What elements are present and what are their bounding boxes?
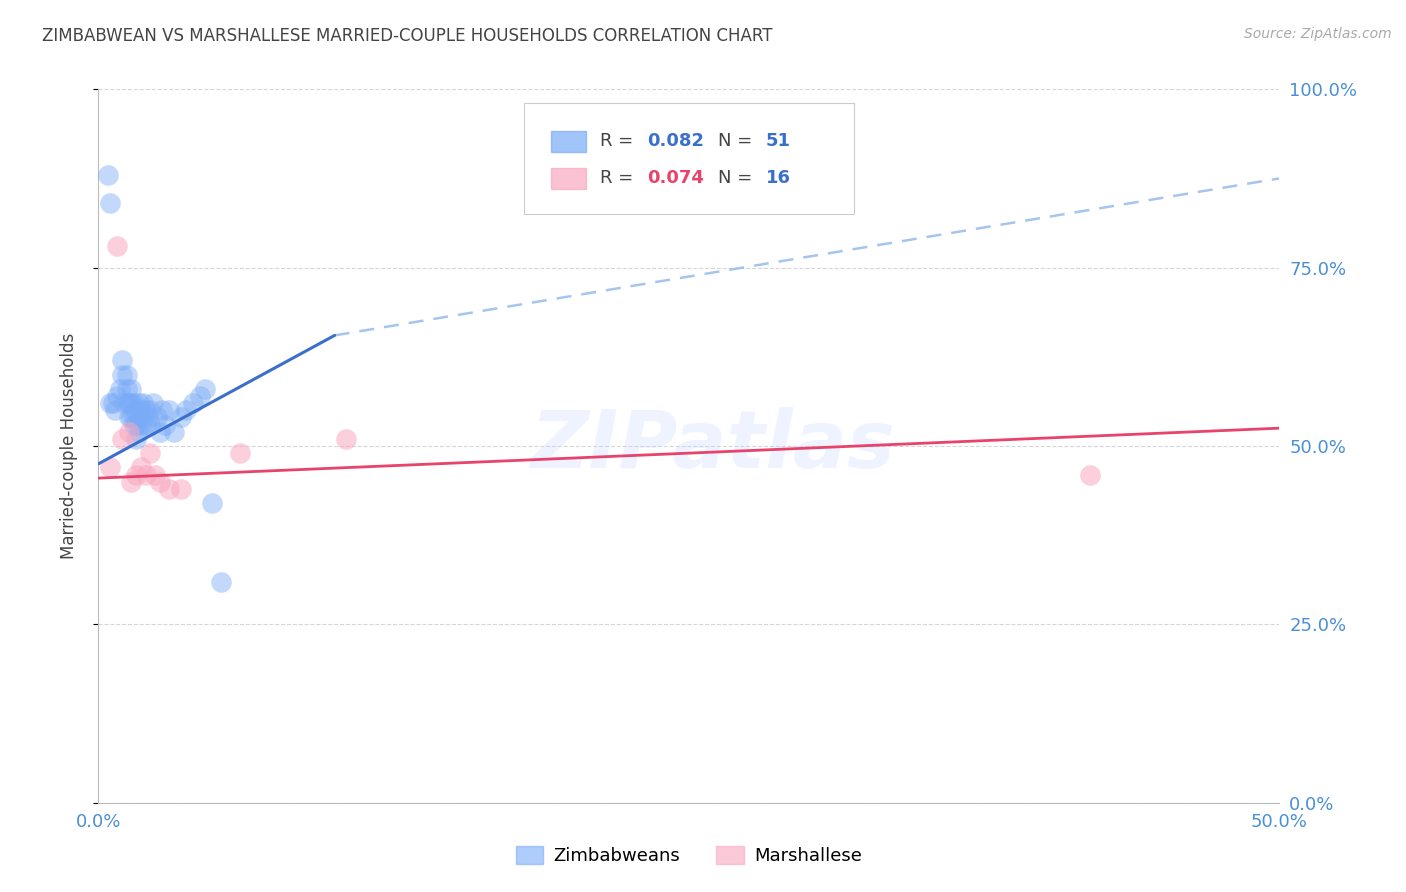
Point (122, 396, 145, 410)
Point (105, 239, 128, 253)
Point (201, 496, 224, 510)
Point (112, 396, 135, 410)
Point (194, 382, 217, 396)
Text: Source: ZipAtlas.com: Source: ZipAtlas.com (1244, 27, 1392, 41)
Y-axis label: Married-couple Households: Married-couple Households (59, 333, 77, 559)
Point (128, 410, 150, 425)
Text: 16: 16 (766, 169, 790, 187)
Text: R =: R = (600, 132, 640, 150)
Point (139, 417, 162, 432)
Point (146, 410, 169, 425)
Point (108, 382, 131, 396)
Point (1080, 467, 1102, 482)
FancyBboxPatch shape (523, 103, 855, 214)
Point (157, 482, 180, 496)
Point (97, 168, 120, 182)
Point (111, 432, 134, 446)
Point (125, 432, 148, 446)
Point (111, 353, 134, 368)
Point (136, 410, 159, 425)
Point (128, 396, 150, 410)
Point (98, 196, 121, 211)
Point (121, 396, 143, 410)
Point (143, 467, 166, 482)
Point (135, 467, 157, 482)
Point (135, 403, 157, 417)
Point (128, 425, 150, 439)
Point (104, 403, 127, 417)
Point (149, 425, 172, 439)
Point (122, 417, 145, 432)
Point (142, 396, 165, 410)
Point (118, 425, 141, 439)
Point (118, 396, 141, 410)
Point (153, 417, 176, 432)
Point (125, 403, 148, 417)
Point (129, 403, 152, 417)
Point (118, 410, 141, 425)
Point (121, 410, 143, 425)
Point (121, 382, 143, 396)
Point (229, 446, 252, 460)
Point (170, 482, 193, 496)
Text: ZIMBABWEAN VS MARSHALLESE MARRIED-COUPLE HOUSEHOLDS CORRELATION CHART: ZIMBABWEAN VS MARSHALLESE MARRIED-COUPLE… (42, 27, 773, 45)
Point (181, 396, 204, 410)
Point (125, 417, 148, 432)
Text: 51: 51 (766, 132, 790, 150)
Point (105, 389, 128, 403)
Text: ZIPatlas: ZIPatlas (530, 407, 896, 485)
Point (163, 425, 186, 439)
Text: 0.074: 0.074 (648, 169, 704, 187)
Point (149, 475, 172, 489)
Point (132, 396, 155, 410)
Point (139, 403, 162, 417)
Text: R =: R = (600, 169, 640, 187)
Point (111, 368, 134, 382)
Point (129, 460, 152, 475)
Text: 0.082: 0.082 (648, 132, 704, 150)
Point (139, 446, 162, 460)
Legend: Zimbabweans, Marshallese: Zimbabweans, Marshallese (509, 838, 869, 872)
Point (98, 460, 121, 475)
Point (125, 467, 148, 482)
Point (115, 382, 138, 396)
Point (188, 389, 211, 403)
Point (101, 396, 124, 410)
Point (122, 410, 145, 425)
Point (174, 403, 197, 417)
Point (121, 475, 143, 489)
Point (150, 403, 173, 417)
Point (157, 403, 180, 417)
Point (170, 410, 193, 425)
Point (132, 410, 155, 425)
Point (129, 417, 152, 432)
Point (209, 574, 232, 589)
Point (118, 396, 141, 410)
Text: N =: N = (718, 169, 758, 187)
FancyBboxPatch shape (551, 130, 586, 152)
Point (335, 432, 357, 446)
Point (98, 396, 121, 410)
Point (135, 417, 157, 432)
Point (115, 368, 138, 382)
Point (122, 403, 145, 417)
FancyBboxPatch shape (551, 168, 586, 189)
Text: N =: N = (718, 132, 758, 150)
